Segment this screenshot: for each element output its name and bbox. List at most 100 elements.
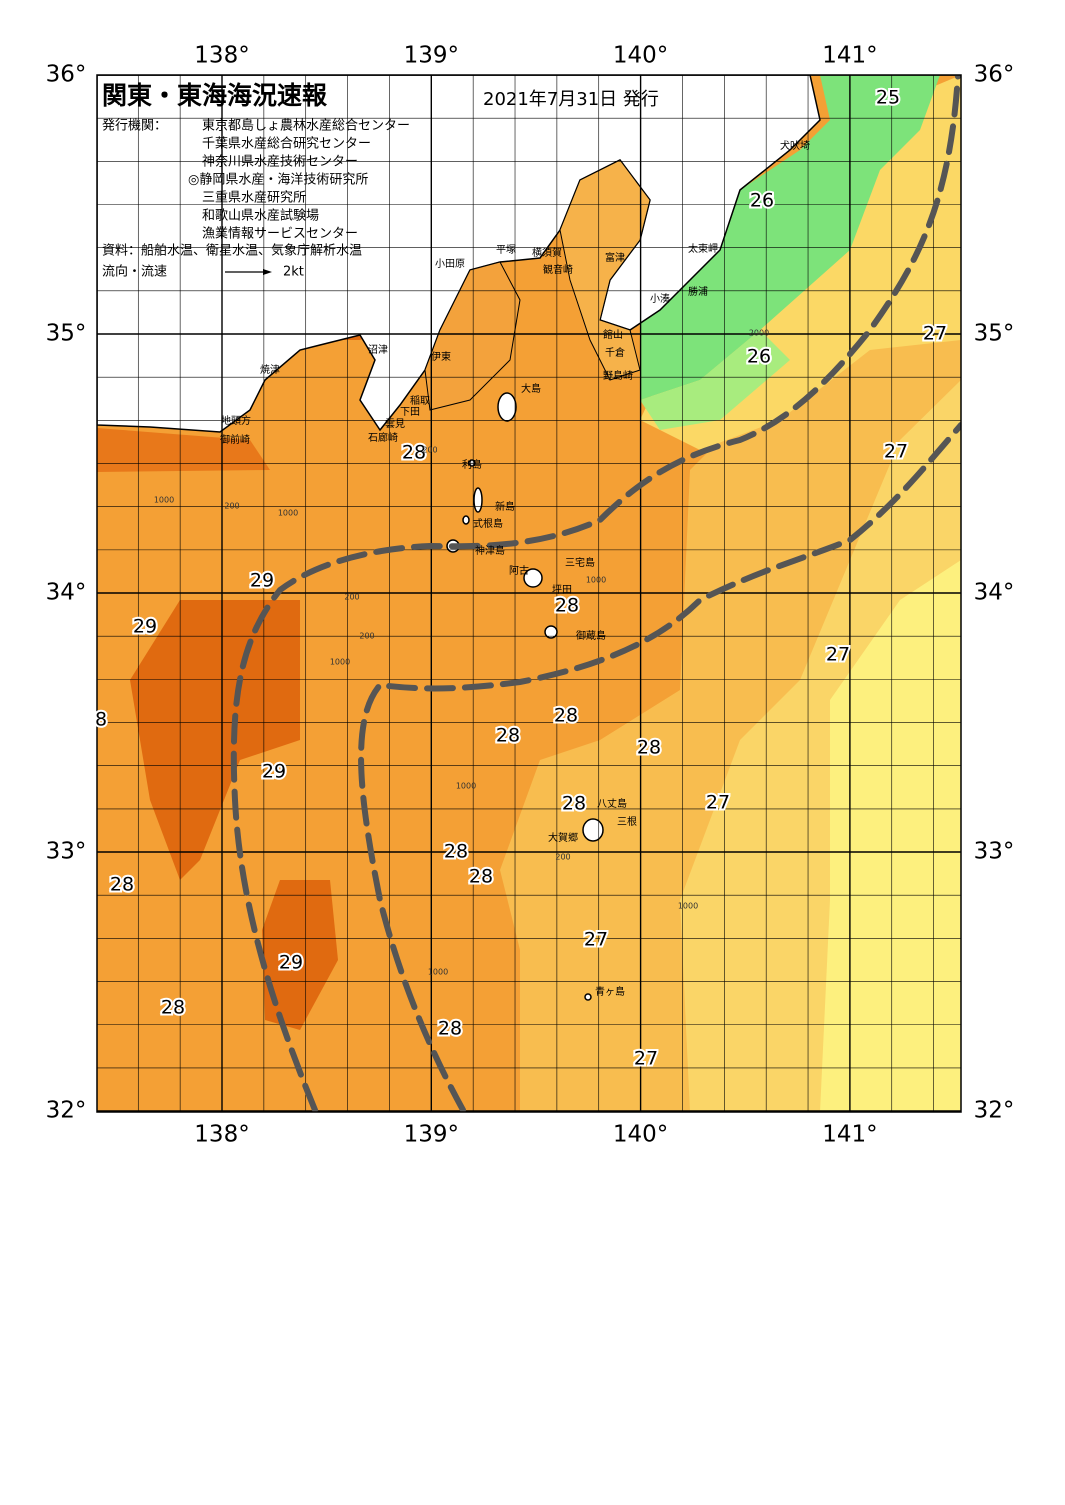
contour-label: 200 <box>224 502 239 511</box>
place-name: 阿古 <box>509 564 529 577</box>
contour-label: 1000 <box>456 782 476 791</box>
contour-label: 1000 <box>428 968 448 977</box>
agency-label: 発行機関： <box>102 119 167 134</box>
agency: 千葉県水産総合研究センター <box>202 136 371 152</box>
lat-tick-label: 36° <box>46 62 87 88</box>
temperature-label: 29 <box>133 616 157 638</box>
lat-tick-label: 35° <box>46 321 87 347</box>
flow-arrow-head <box>263 269 272 275</box>
temperature-label: 29 <box>250 570 274 592</box>
place-name: 焼津 <box>260 364 280 376</box>
lon-tick-label: 138° <box>194 43 249 69</box>
contour-label: 2000 <box>749 329 769 338</box>
lon-tick-label: 140° <box>613 43 668 69</box>
place-name: 御前崎 <box>220 433 250 446</box>
contour-label: 1000 <box>330 658 350 667</box>
lat-tick-label: 33° <box>46 839 87 865</box>
contour-label: 200 <box>555 853 570 862</box>
place-name: 稲取 <box>410 395 430 407</box>
lon-tick-label: 140° <box>613 1122 668 1148</box>
temperature-label: 28 <box>554 705 578 727</box>
agency: 和歌山県水産試験場 <box>202 208 319 224</box>
place-name: 青ヶ島 <box>595 985 625 998</box>
temperature-label: 27 <box>706 792 730 814</box>
date: 2021年7月31日 発行 <box>483 89 659 110</box>
place-name: 神津島 <box>475 544 505 557</box>
flow-scale: 2kt <box>283 265 304 280</box>
temperature-label: 28 <box>555 595 579 617</box>
lon-tick-label: 139° <box>404 43 459 69</box>
place-name: 小田原 <box>435 258 465 270</box>
temperature-label: 27 <box>923 323 947 345</box>
place-name: 八丈島 <box>597 797 627 810</box>
temperature-label: 8 <box>95 709 107 731</box>
temperature-label: 28 <box>438 1018 462 1040</box>
contour-label: 1000 <box>586 576 606 585</box>
title: 関東・東海海況速報 <box>102 81 328 110</box>
temperature-label: 28 <box>562 793 586 815</box>
temperature-label: 25 <box>876 87 900 109</box>
contour-label: 200 <box>422 446 437 455</box>
place-name: 館山 <box>603 328 623 341</box>
temperature-label: 29 <box>262 761 286 783</box>
temperature-label: 26 <box>750 190 774 212</box>
place-name: 地頭方 <box>221 414 251 427</box>
temperature-label: 27 <box>884 441 908 463</box>
agency: 東京都島しょ農林水産総合センター <box>202 118 410 134</box>
lat-tick-label: 36° <box>974 62 1015 88</box>
temperature-label: 28 <box>637 737 661 759</box>
agency: 漁業情報サービスセンター <box>202 226 358 242</box>
temperature-label: 27 <box>826 644 850 666</box>
place-name: 大賀郷 <box>548 831 578 844</box>
lon-tick-label: 141° <box>822 1122 877 1148</box>
place-name: 富津 <box>605 251 625 264</box>
temperature-label: 28 <box>161 997 185 1019</box>
lon-tick-label: 138° <box>194 1122 249 1148</box>
place-name: 小湊 <box>650 292 670 305</box>
place-name: 三宅島 <box>565 556 595 569</box>
lon-tick-label: 139° <box>404 1122 459 1148</box>
place-name: 勝浦 <box>688 285 708 298</box>
place-name: 三根 <box>617 815 637 828</box>
place-name: 観音崎 <box>543 263 573 276</box>
place-name: 野島崎 <box>603 369 633 382</box>
lat-tick-label: 34° <box>46 580 87 606</box>
place-name: 太東岬 <box>688 242 718 255</box>
place-name: 横須賀 <box>532 246 562 259</box>
temperature-label: 27 <box>584 929 608 951</box>
agency: ◎静岡県水産・海洋技術研究所 <box>188 172 368 188</box>
place-name: 雲見 <box>385 418 405 430</box>
temperature-label: 27 <box>634 1048 658 1070</box>
place-name: 平塚 <box>496 244 516 256</box>
lat-tick-label: 33° <box>974 839 1015 865</box>
lon-tick-label: 141° <box>822 43 877 69</box>
temperature-label: 28 <box>444 841 468 863</box>
temperature-label: 29 <box>279 952 303 974</box>
place-name: 沼津 <box>368 343 388 356</box>
source: 資料：船舶水温、衛星水温、気象庁解析水温 <box>102 243 362 259</box>
temperature-label: 28 <box>496 725 520 747</box>
temperature-label: 28 <box>469 866 493 888</box>
place-name: 千倉 <box>605 346 625 359</box>
flow-label: 流向・流速 <box>102 264 167 280</box>
temperature-label: 28 <box>402 442 426 464</box>
place-name: 新島 <box>495 500 515 513</box>
place-name: 利島 <box>462 458 482 471</box>
place-name: 石廊崎 <box>368 431 398 444</box>
place-name: 式根島 <box>473 517 503 530</box>
lat-tick-label: 32° <box>46 1098 87 1124</box>
agency: 神奈川県水産技術センター <box>202 154 358 170</box>
lat-tick-label: 35° <box>974 321 1015 347</box>
temperature-label: 26 <box>747 346 771 368</box>
contour-label: 200 <box>344 593 359 602</box>
contour-label: 1000 <box>154 496 174 505</box>
sea-temperature <box>97 75 961 1112</box>
agency: 三重県水産研究所 <box>202 190 306 206</box>
contour-label: 1000 <box>278 509 298 518</box>
lat-tick-label: 34° <box>974 580 1015 606</box>
temperature-label: 28 <box>110 874 134 896</box>
contour-label: 1000 <box>678 902 698 911</box>
place-name: 御蔵島 <box>576 629 606 642</box>
